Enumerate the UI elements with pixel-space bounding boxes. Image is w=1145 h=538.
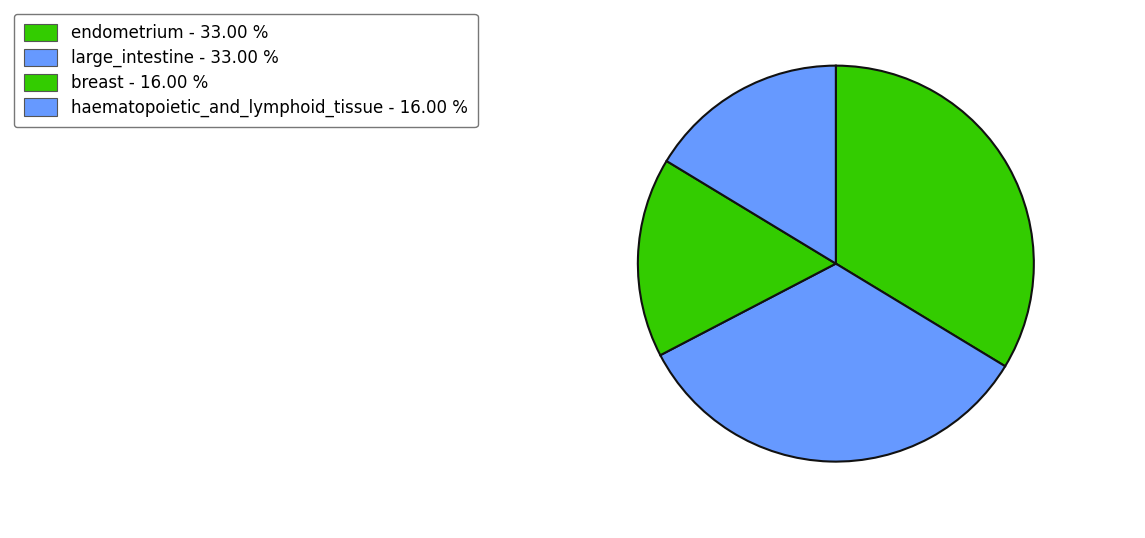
Wedge shape	[836, 66, 1034, 366]
Wedge shape	[638, 161, 836, 355]
Wedge shape	[661, 264, 1005, 462]
Legend: endometrium - 33.00 %, large_intestine - 33.00 %, breast - 16.00 %, haematopoiet: endometrium - 33.00 %, large_intestine -…	[14, 13, 477, 127]
Wedge shape	[666, 66, 836, 264]
